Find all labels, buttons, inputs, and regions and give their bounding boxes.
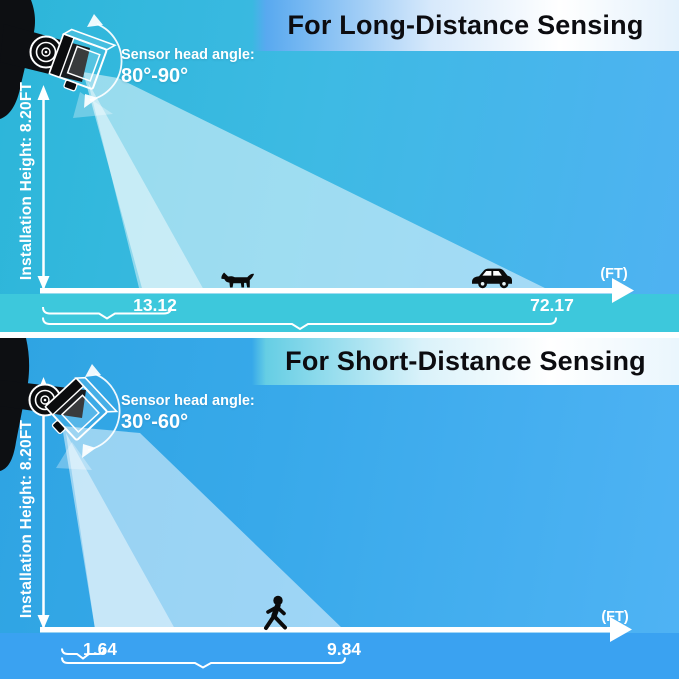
near-distance-bracket: [61, 648, 105, 660]
sensor-angle-label: Sensor head angle:: [121, 47, 255, 63]
ground-line: [40, 627, 610, 633]
sensor-head-illustration: [44, 376, 119, 441]
near-distance-value: 1.64: [82, 639, 118, 659]
panel-title: For Long-Distance Sensing: [287, 10, 644, 40]
height-arrow-down-icon: [37, 615, 50, 629]
panel-title: For Short-Distance Sensing: [285, 346, 646, 376]
tilt-range-arc-icon: [82, 364, 121, 458]
ground-arrow-icon: [610, 617, 632, 642]
walking-person-icon: [264, 595, 287, 630]
near-beam-cone: [88, 82, 205, 292]
long-distance-scene: [0, 0, 679, 332]
mini-beam-icon: [73, 92, 113, 118]
ground-line: [40, 288, 612, 294]
unit-label: (FT): [600, 266, 628, 282]
near-distance-bracket: [42, 306, 172, 320]
panel-divider: [0, 332, 679, 338]
sensor-angle-label: Sensor head angle:: [121, 393, 255, 409]
ground-strip: [0, 633, 679, 679]
panel-long-distance: For Long-Distance Sensing Sensor head an…: [0, 0, 679, 332]
ground-strip: [0, 294, 679, 332]
far-distance-value: 9.84: [326, 639, 362, 659]
dog-icon: [221, 272, 255, 288]
sensor-angle-value: 80°-90°: [121, 65, 189, 87]
title-band: For Long-Distance Sensing: [252, 0, 679, 51]
sensor-angle-value: 30°-60°: [121, 411, 189, 433]
height-arrow-up-icon: [37, 85, 50, 100]
sensor-angle-callout: Sensor head angle: 30°-60°: [121, 393, 255, 434]
height-arrow-down-icon: [37, 276, 50, 290]
short-distance-scene: [0, 338, 679, 679]
car-icon: [472, 268, 512, 289]
title-band: For Short-Distance Sensing: [252, 338, 679, 385]
ground-arrow-icon: [612, 278, 634, 303]
mini-beam-icon: [56, 442, 92, 470]
near-beam-cone: [66, 433, 175, 629]
sensor-head-illustration: [48, 28, 117, 92]
near-distance-value: 13.12: [133, 295, 177, 315]
far-distance-value: 72.17: [530, 295, 574, 315]
installation-height-label: Installation Height: 8.20FT: [18, 81, 35, 281]
wide-beam-cone: [83, 72, 553, 292]
wide-beam-cone: [62, 426, 343, 629]
far-distance-bracket: [42, 317, 557, 331]
tilt-range-arc-icon: [84, 14, 123, 108]
panel-short-distance: For Short-Distance Sensing Sensor head a…: [0, 338, 679, 679]
installation-height-label: Installation Height: 8.20FT: [18, 419, 35, 619]
unit-label: (FT): [601, 609, 629, 625]
far-distance-bracket: [61, 657, 346, 669]
sensor-angle-callout: Sensor head angle: 80°-90°: [121, 47, 255, 88]
